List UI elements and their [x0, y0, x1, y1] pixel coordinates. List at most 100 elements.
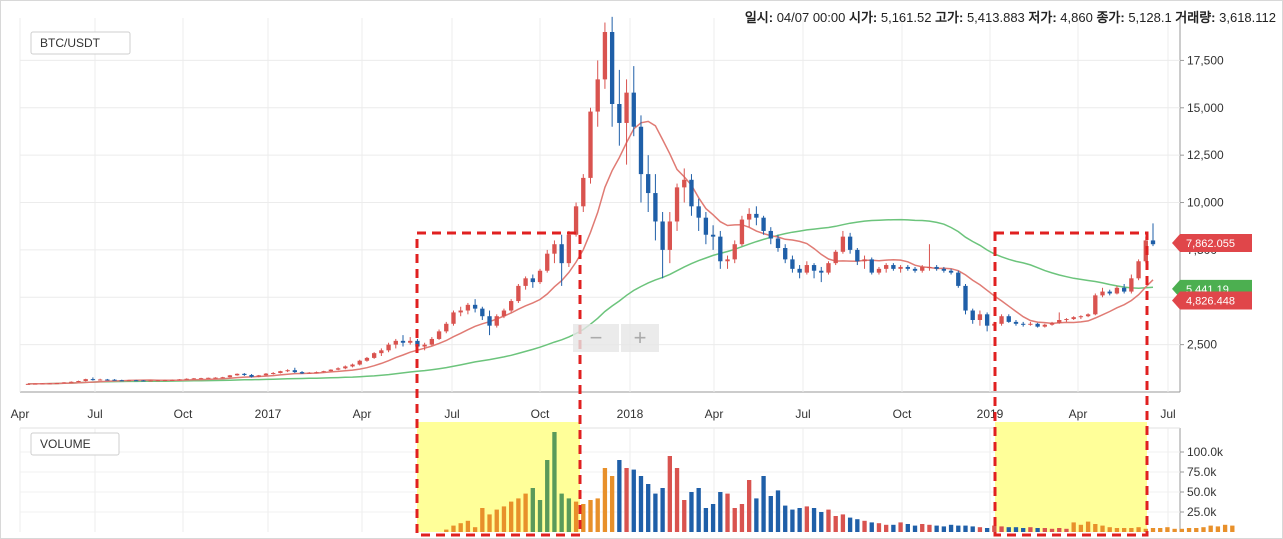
candle	[285, 369, 290, 373]
candle-body	[905, 266, 910, 269]
candle-body	[328, 369, 334, 372]
candle-body	[134, 380, 139, 382]
candle-body	[977, 314, 983, 320]
candle-body	[54, 383, 60, 385]
candle-body	[191, 378, 197, 380]
volume-bar	[862, 520, 867, 532]
ohlc-field-label: 고가:	[931, 10, 966, 25]
candle	[54, 382, 60, 385]
x-tick-label: Oct	[531, 407, 550, 421]
volume-bar	[602, 468, 608, 532]
candle	[754, 206, 759, 226]
volume-bar	[1006, 527, 1011, 532]
candle	[386, 342, 391, 353]
volume-bar	[487, 514, 492, 532]
volume-bar	[847, 517, 853, 532]
candle-body	[566, 234, 572, 264]
candle	[595, 60, 600, 127]
volume-bar	[855, 519, 860, 532]
candle	[335, 367, 341, 371]
volume-bar	[1172, 528, 1177, 532]
zoom-in-icon[interactable]: +	[634, 325, 647, 350]
candle	[847, 232, 853, 254]
candle	[855, 248, 860, 266]
candle-body	[552, 244, 557, 254]
candle-body	[970, 310, 975, 320]
moving-average-short-line	[27, 120, 1154, 385]
volume-bar	[1021, 528, 1026, 532]
candle	[1150, 223, 1156, 247]
candle-body	[184, 378, 189, 380]
volume-bar	[1150, 528, 1156, 532]
candle-body	[790, 259, 795, 269]
candle	[653, 174, 658, 241]
candle-body	[249, 374, 254, 377]
candle-body	[963, 285, 968, 311]
candle	[263, 373, 269, 376]
x-tick-label: 2019	[977, 407, 1004, 421]
candle	[646, 155, 651, 212]
candle	[732, 240, 737, 264]
volume-bar	[1100, 525, 1105, 532]
volume-bar	[1078, 524, 1084, 532]
price-panel-label-box	[30, 31, 131, 55]
candle	[292, 367, 297, 374]
candle	[1107, 289, 1112, 296]
volume-bar	[509, 501, 514, 532]
candle	[761, 215, 766, 235]
volume-bar	[631, 469, 636, 532]
ohlc-field-label: 일시:	[745, 10, 777, 25]
volume-bar	[530, 488, 535, 532]
candle-body	[76, 381, 81, 383]
candle	[1021, 321, 1026, 327]
candle	[33, 383, 38, 385]
volume-bar	[819, 512, 824, 532]
candle-body	[162, 380, 168, 382]
price-badge-shape	[1172, 291, 1252, 310]
candle-body	[408, 340, 413, 343]
x-tick-label: Jul	[795, 407, 810, 421]
ohlc-field-value: 4,860	[1060, 10, 1093, 25]
volume-bar	[826, 509, 831, 532]
candle-body	[292, 370, 297, 373]
candle	[314, 371, 319, 374]
zoom-out-bg[interactable]	[573, 324, 619, 352]
candle	[876, 266, 882, 275]
candle	[364, 356, 370, 362]
candle-body	[206, 377, 211, 379]
volume-bar	[1114, 528, 1120, 532]
volume-bar	[732, 508, 737, 532]
volume-panel-label: VOLUME	[30, 432, 120, 456]
candle-body	[999, 316, 1004, 324]
candle	[624, 79, 629, 165]
volume-bar	[977, 527, 983, 532]
volume-bar	[545, 460, 550, 532]
candle-body	[307, 372, 312, 374]
price-badge: 4,826.448	[1172, 291, 1252, 310]
volume-y-tick-label: 75.0k	[1187, 465, 1217, 479]
candle	[480, 306, 485, 320]
candle	[227, 374, 233, 378]
candle-body	[25, 383, 31, 385]
volume-bar	[1179, 528, 1185, 532]
zoom-in-button[interactable]: +	[621, 324, 659, 352]
candle	[905, 265, 910, 271]
x-tick-label: Apr	[11, 407, 30, 421]
candle-body	[480, 308, 485, 317]
price-y-tick-label: 2,500	[1187, 338, 1217, 352]
zoom-in-bg[interactable]	[621, 324, 659, 352]
candle	[1100, 287, 1105, 298]
zoom-out-button[interactable]: −	[573, 324, 619, 352]
candle-body	[271, 373, 276, 375]
zoom-out-icon[interactable]: −	[590, 325, 603, 350]
candle-body	[920, 266, 925, 271]
candle-body	[559, 244, 564, 264]
candle-body	[278, 371, 283, 374]
candle-body	[112, 379, 117, 381]
candle	[234, 373, 240, 376]
candle-body	[718, 236, 723, 262]
volume-bar	[746, 480, 752, 532]
volume-bar	[595, 498, 600, 532]
candle	[249, 374, 254, 378]
candle-body	[47, 383, 52, 385]
